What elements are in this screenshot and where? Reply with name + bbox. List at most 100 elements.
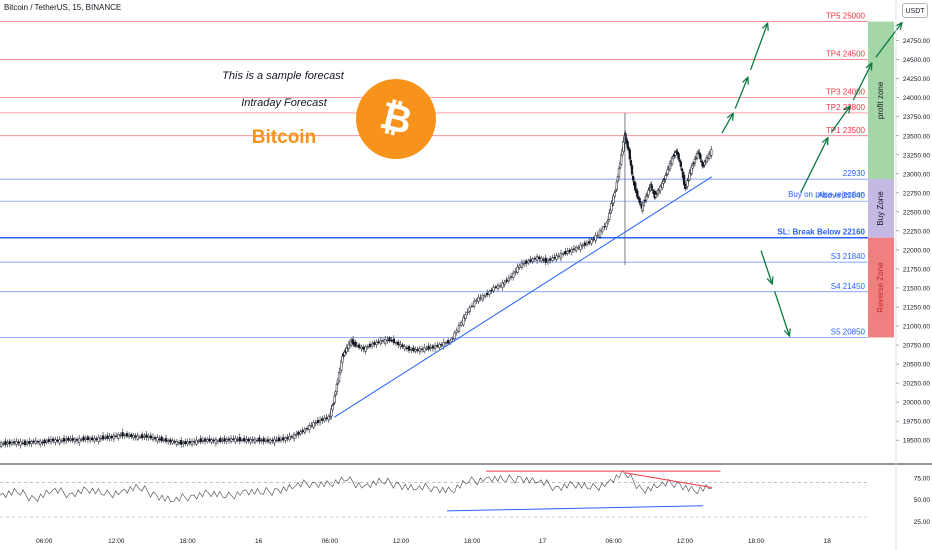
price-candle bbox=[110, 435, 113, 438]
price-candle bbox=[695, 152, 699, 159]
price-candle bbox=[258, 437, 261, 442]
price-candle bbox=[119, 434, 122, 436]
price-candle bbox=[97, 437, 100, 442]
price-candle bbox=[323, 418, 326, 422]
price-candle bbox=[581, 244, 584, 247]
price-candle bbox=[19, 441, 22, 446]
price-candle bbox=[121, 432, 124, 437]
price-candle bbox=[509, 276, 513, 278]
price-candle bbox=[219, 438, 222, 443]
symbol-title[interactable]: Bitcoin / TetherUS, 15, BINANCE bbox=[4, 3, 122, 12]
price-candle bbox=[707, 153, 711, 159]
price-candle bbox=[136, 435, 139, 440]
bullish-forecast-arrow bbox=[875, 23, 902, 58]
price-candle bbox=[169, 439, 172, 443]
price-candle bbox=[212, 439, 215, 442]
price-candle bbox=[45, 440, 48, 443]
price-candle bbox=[559, 253, 563, 259]
price-candle bbox=[668, 163, 672, 170]
zone-profit bbox=[868, 21, 894, 180]
price-candle bbox=[375, 341, 378, 345]
price-candle bbox=[314, 422, 317, 425]
price-candle bbox=[362, 347, 365, 350]
price-candle bbox=[2, 443, 5, 445]
price-candle bbox=[548, 258, 552, 261]
intraday-forecast-text: Intraday Forecast bbox=[241, 97, 328, 109]
price-candle bbox=[679, 161, 682, 167]
price-candle bbox=[436, 345, 439, 347]
price-candle bbox=[288, 435, 291, 440]
bearish-forecast-arrow bbox=[773, 291, 790, 335]
price-candle bbox=[167, 440, 170, 443]
price-candle bbox=[572, 248, 576, 250]
price-candle bbox=[164, 438, 168, 442]
price-candle bbox=[255, 439, 259, 442]
price-candle bbox=[561, 253, 565, 255]
price-candle bbox=[616, 176, 620, 181]
price-candle bbox=[67, 437, 70, 441]
price-candle bbox=[10, 441, 14, 445]
price-candle bbox=[499, 285, 502, 287]
time-tick-label: 18 bbox=[824, 538, 832, 545]
price-candle bbox=[527, 260, 530, 264]
price-candle bbox=[459, 322, 463, 326]
time-tick-label: 12:00 bbox=[677, 538, 694, 545]
price-candle bbox=[566, 251, 569, 254]
price-candle bbox=[264, 439, 267, 443]
price-candle bbox=[299, 431, 302, 435]
price-candle bbox=[271, 439, 274, 442]
price-candle bbox=[17, 441, 20, 444]
price-candle bbox=[697, 151, 700, 153]
rsi-tick-label: 50.00 bbox=[914, 497, 931, 504]
price-candle bbox=[388, 337, 391, 342]
currency-button[interactable]: USDT bbox=[902, 3, 928, 18]
price-tick-label: 22500.00 bbox=[903, 209, 930, 216]
price-candle bbox=[58, 439, 61, 444]
price-candle bbox=[453, 332, 456, 339]
price-candle bbox=[269, 439, 272, 444]
price-candle bbox=[186, 441, 189, 445]
price-candle bbox=[590, 239, 593, 244]
price-candle bbox=[279, 438, 283, 441]
price-candle bbox=[88, 438, 92, 441]
price-candle bbox=[634, 182, 637, 191]
levels-layer: TP5 25000 TP4 24500 TP3 24000 TP2 23800 TP1 … bbox=[0, 12, 868, 338]
price-candle bbox=[535, 256, 539, 261]
price-candle bbox=[151, 436, 155, 440]
price-candle bbox=[327, 416, 330, 421]
time-tick-label: 18:00 bbox=[179, 538, 196, 545]
price-candle bbox=[308, 425, 311, 431]
price-candle bbox=[610, 203, 613, 212]
price-candle bbox=[654, 194, 658, 198]
price-candle bbox=[242, 438, 246, 442]
price-candle bbox=[520, 262, 524, 268]
price-candle bbox=[613, 192, 616, 197]
price-candle bbox=[154, 437, 157, 440]
bullish-forecast-arrow bbox=[852, 64, 871, 101]
time-tick-label: 12:00 bbox=[108, 538, 125, 545]
level-label: S3 21840 bbox=[831, 252, 866, 261]
price-candle bbox=[551, 257, 554, 261]
price-candle bbox=[127, 434, 131, 437]
price-candle bbox=[236, 439, 239, 441]
price-candle bbox=[8, 441, 11, 445]
price-candle bbox=[177, 442, 181, 444]
zone-label: profit zone bbox=[876, 81, 885, 119]
price-candle bbox=[249, 439, 252, 443]
price-candle bbox=[682, 174, 686, 185]
price-candle bbox=[117, 433, 120, 439]
price-candle bbox=[617, 168, 621, 178]
price-candle bbox=[397, 341, 400, 346]
price-candle bbox=[227, 438, 231, 441]
price-candle bbox=[622, 140, 625, 152]
price-candle bbox=[650, 184, 653, 189]
support-trend bbox=[333, 176, 713, 418]
price-candle bbox=[514, 271, 517, 273]
price-candle bbox=[614, 190, 617, 192]
level-label: S5 20850 bbox=[831, 327, 866, 336]
price-candle bbox=[433, 345, 437, 349]
price-candle bbox=[132, 435, 135, 439]
price-tick-label: 21500.00 bbox=[903, 285, 930, 292]
price-candle bbox=[52, 438, 55, 442]
